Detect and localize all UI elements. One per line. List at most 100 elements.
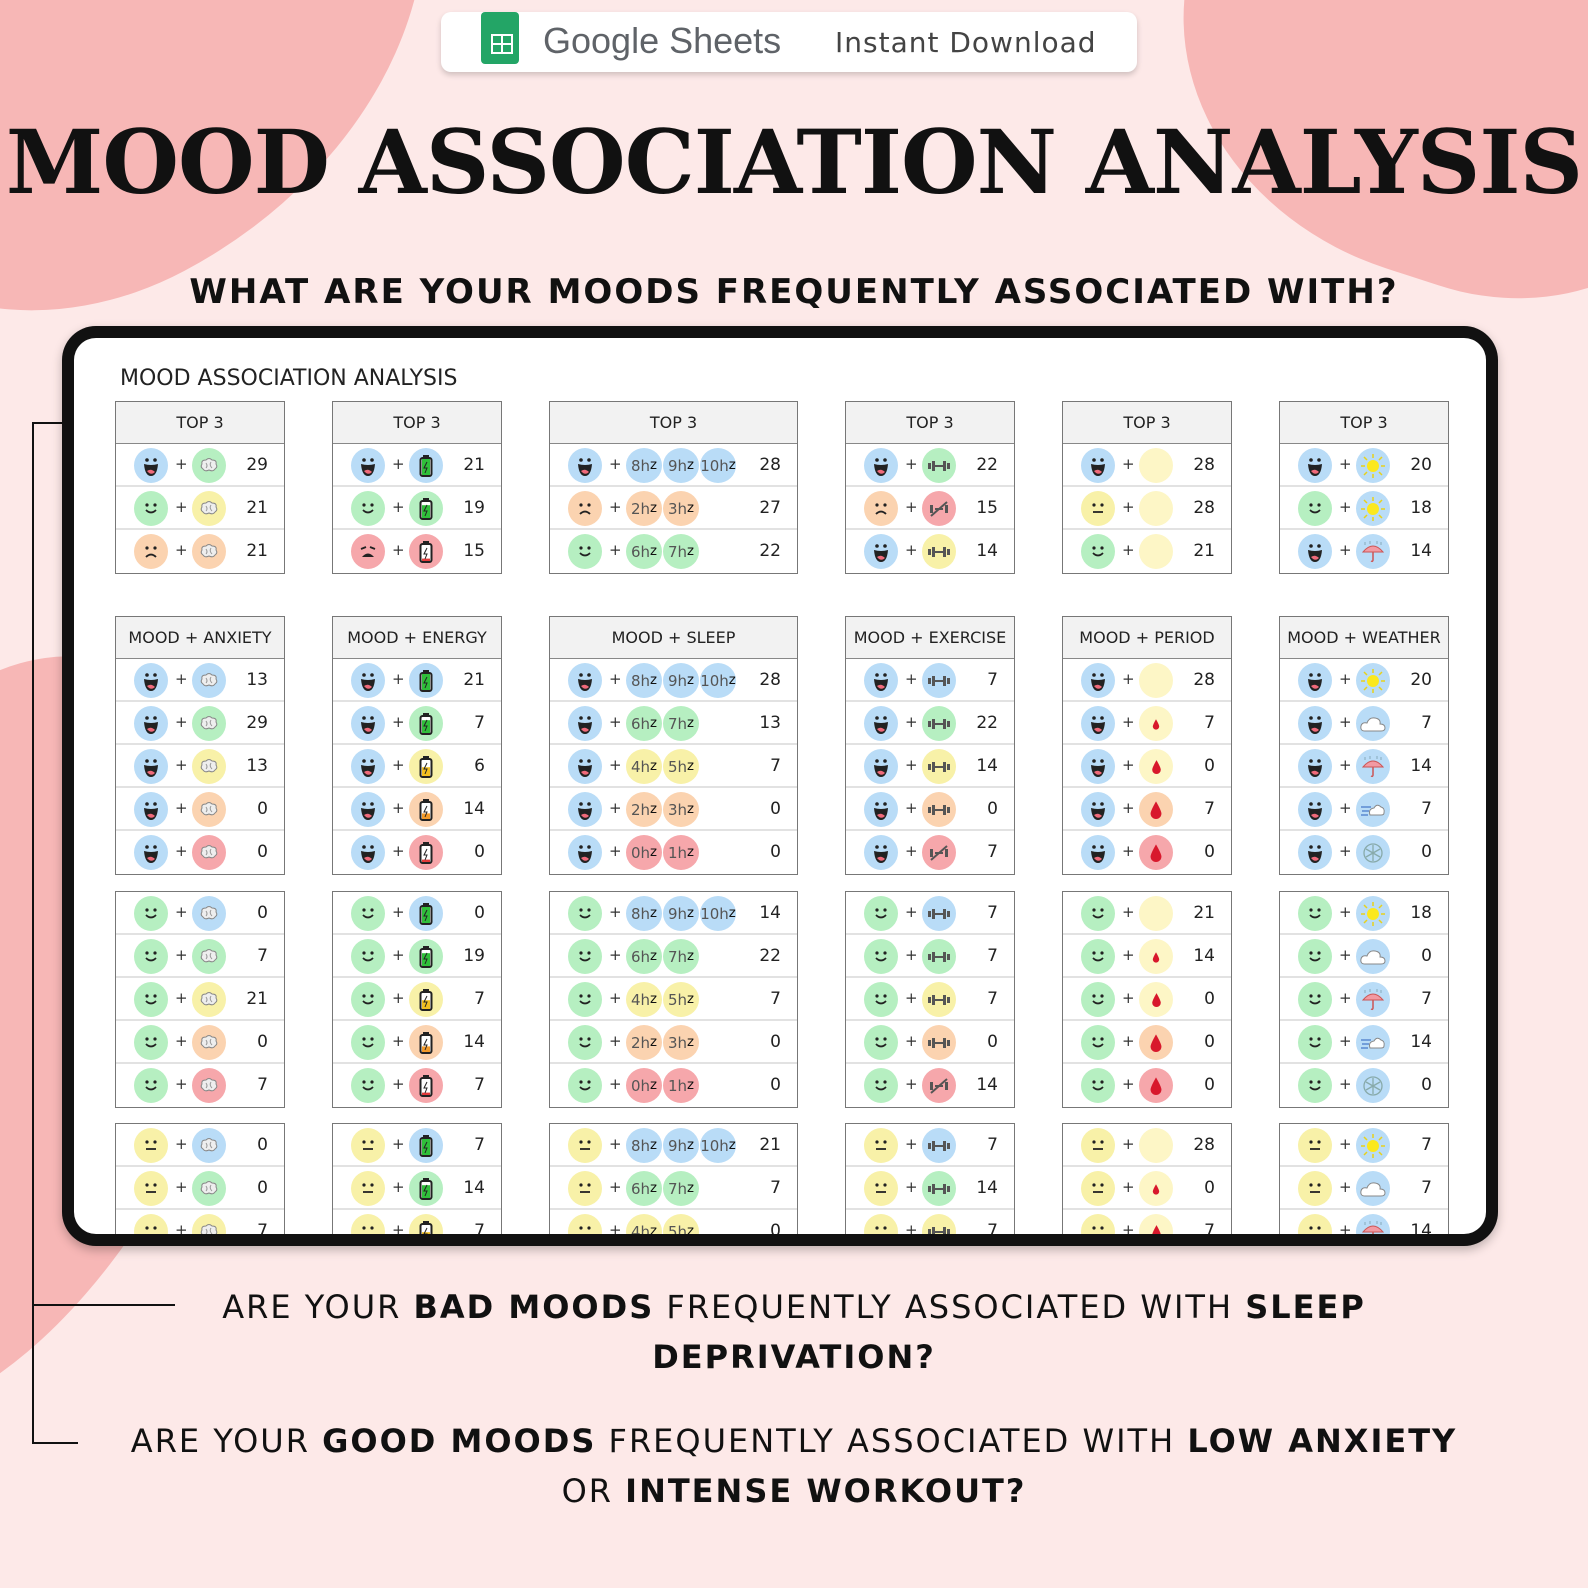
table-header[interactable]: TOP 3 bbox=[116, 402, 284, 444]
table-row[interactable]: +8h z 9h z 10h z 28 bbox=[550, 659, 797, 702]
table-row[interactable]: +22 bbox=[846, 702, 1014, 745]
table-row[interactable]: +7 bbox=[333, 1124, 501, 1167]
table-row[interactable]: +18 bbox=[1280, 892, 1448, 935]
table-row[interactable]: +0 bbox=[1063, 978, 1231, 1021]
table-row[interactable]: +7 bbox=[1280, 788, 1448, 831]
table-row[interactable]: +7 bbox=[1280, 702, 1448, 745]
table-row[interactable]: +19 bbox=[333, 935, 501, 978]
table-row[interactable]: +8h z 9h z 10h z 21 bbox=[550, 1124, 797, 1167]
table-row[interactable]: +7 bbox=[116, 1210, 284, 1234]
table-row[interactable]: +14 bbox=[846, 1064, 1014, 1107]
table-row[interactable]: +21 bbox=[1063, 530, 1231, 573]
table-row[interactable]: +29 bbox=[116, 702, 284, 745]
table-row[interactable]: +7 bbox=[1063, 1210, 1231, 1234]
table-row[interactable]: +14 bbox=[1063, 935, 1231, 978]
table-row[interactable]: +2h z 3h z 0 bbox=[550, 1021, 797, 1064]
table-row[interactable]: +14 bbox=[846, 530, 1014, 573]
table-row[interactable]: +0 bbox=[116, 788, 284, 831]
table-row[interactable]: +7 bbox=[1280, 1167, 1448, 1210]
table-row[interactable]: +7 bbox=[846, 978, 1014, 1021]
table-row[interactable]: +7 bbox=[846, 1210, 1014, 1234]
table-row[interactable]: +0 bbox=[1063, 745, 1231, 788]
table-header[interactable]: MOOD + WEATHER bbox=[1280, 617, 1448, 659]
table-row[interactable]: +14 bbox=[1280, 530, 1448, 573]
table-row[interactable]: +14 bbox=[333, 788, 501, 831]
table-row[interactable]: +0 bbox=[333, 892, 501, 935]
table-row[interactable]: +28 bbox=[1063, 487, 1231, 530]
table-row[interactable]: +2h z 3h z 27 bbox=[550, 487, 797, 530]
table-row[interactable]: +19 bbox=[333, 487, 501, 530]
table-header[interactable]: MOOD + ENERGY bbox=[333, 617, 501, 659]
table-row[interactable]: +21 bbox=[333, 444, 501, 487]
table-row[interactable]: +7 bbox=[846, 935, 1014, 978]
table-header[interactable]: TOP 3 bbox=[333, 402, 501, 444]
table-row[interactable]: +22 bbox=[846, 444, 1014, 487]
table-row[interactable]: +7 bbox=[333, 1210, 501, 1234]
table-row[interactable]: +15 bbox=[333, 530, 501, 573]
table-row[interactable]: +14 bbox=[1280, 745, 1448, 788]
table-row[interactable]: +0 bbox=[1063, 1021, 1231, 1064]
table-row[interactable]: +2h z 3h z 0 bbox=[550, 788, 797, 831]
table-row[interactable]: +0h z 1h z 0 bbox=[550, 1064, 797, 1107]
table-row[interactable]: +0 bbox=[846, 788, 1014, 831]
table-row[interactable]: +0 bbox=[116, 1124, 284, 1167]
table-row[interactable]: +7 bbox=[846, 892, 1014, 935]
table-row[interactable]: +0h z 1h z 0 bbox=[550, 831, 797, 874]
table-row[interactable]: +0 bbox=[1280, 935, 1448, 978]
table-row[interactable]: +7 bbox=[333, 702, 501, 745]
table-row[interactable]: +14 bbox=[333, 1021, 501, 1064]
table-row[interactable]: +14 bbox=[1280, 1021, 1448, 1064]
table-row[interactable]: +6h z 7h z 22 bbox=[550, 935, 797, 978]
table-row[interactable]: +21 bbox=[116, 487, 284, 530]
table-row[interactable]: +7 bbox=[333, 978, 501, 1021]
table-row[interactable]: +4h z 5h z 0 bbox=[550, 1210, 797, 1234]
table-row[interactable]: +0 bbox=[1063, 1064, 1231, 1107]
table-row[interactable]: +28 bbox=[1063, 659, 1231, 702]
table-row[interactable]: +0 bbox=[1063, 1167, 1231, 1210]
table-row[interactable]: +7 bbox=[333, 1064, 501, 1107]
table-row[interactable]: +7 bbox=[846, 831, 1014, 874]
table-row[interactable]: +7 bbox=[116, 1064, 284, 1107]
table-row[interactable]: +6 bbox=[333, 745, 501, 788]
table-row[interactable]: +6h z 7h z 13 bbox=[550, 702, 797, 745]
table-row[interactable]: +14 bbox=[846, 745, 1014, 788]
table-row[interactable]: +6h z 7h z 7 bbox=[550, 1167, 797, 1210]
table-row[interactable]: +13 bbox=[116, 659, 284, 702]
table-row[interactable]: +0 bbox=[116, 1167, 284, 1210]
table-row[interactable]: +0 bbox=[333, 831, 501, 874]
table-row[interactable]: +0 bbox=[116, 1021, 284, 1064]
table-row[interactable]: +0 bbox=[1280, 831, 1448, 874]
table-row[interactable]: +15 bbox=[846, 487, 1014, 530]
table-row[interactable]: +7 bbox=[1280, 1124, 1448, 1167]
table-row[interactable]: +21 bbox=[116, 530, 284, 573]
table-row[interactable]: +0 bbox=[1063, 831, 1231, 874]
table-row[interactable]: +20 bbox=[1280, 444, 1448, 487]
table-row[interactable]: +7 bbox=[1280, 978, 1448, 1021]
table-header[interactable]: TOP 3 bbox=[1280, 402, 1448, 444]
table-row[interactable]: +8h z 9h z 10h z 14 bbox=[550, 892, 797, 935]
table-row[interactable]: +29 bbox=[116, 444, 284, 487]
table-row[interactable]: +18 bbox=[1280, 487, 1448, 530]
table-header[interactable]: TOP 3 bbox=[846, 402, 1014, 444]
table-row[interactable]: +13 bbox=[116, 745, 284, 788]
table-row[interactable]: +0 bbox=[1280, 1064, 1448, 1107]
table-row[interactable]: +0 bbox=[116, 892, 284, 935]
table-row[interactable]: +7 bbox=[1063, 788, 1231, 831]
table-row[interactable]: +14 bbox=[846, 1167, 1014, 1210]
table-row[interactable]: +21 bbox=[333, 659, 501, 702]
table-row[interactable]: +14 bbox=[1280, 1210, 1448, 1234]
table-row[interactable]: +7 bbox=[846, 659, 1014, 702]
table-header[interactable]: MOOD + EXERCISE bbox=[846, 617, 1014, 659]
table-row[interactable]: +7 bbox=[116, 935, 284, 978]
table-row[interactable]: +6h z 7h z 22 bbox=[550, 530, 797, 573]
table-header[interactable]: MOOD + PERIOD bbox=[1063, 617, 1231, 659]
table-row[interactable]: +4h z 5h z 7 bbox=[550, 745, 797, 788]
table-header[interactable]: MOOD + SLEEP bbox=[550, 617, 797, 659]
table-row[interactable]: +14 bbox=[333, 1167, 501, 1210]
table-header[interactable]: MOOD + ANXIETY bbox=[116, 617, 284, 659]
table-row[interactable]: +28 bbox=[1063, 1124, 1231, 1167]
table-row[interactable]: +4h z 5h z 7 bbox=[550, 978, 797, 1021]
table-row[interactable]: +0 bbox=[116, 831, 284, 874]
table-row[interactable]: +21 bbox=[1063, 892, 1231, 935]
table-row[interactable]: +7 bbox=[1063, 702, 1231, 745]
